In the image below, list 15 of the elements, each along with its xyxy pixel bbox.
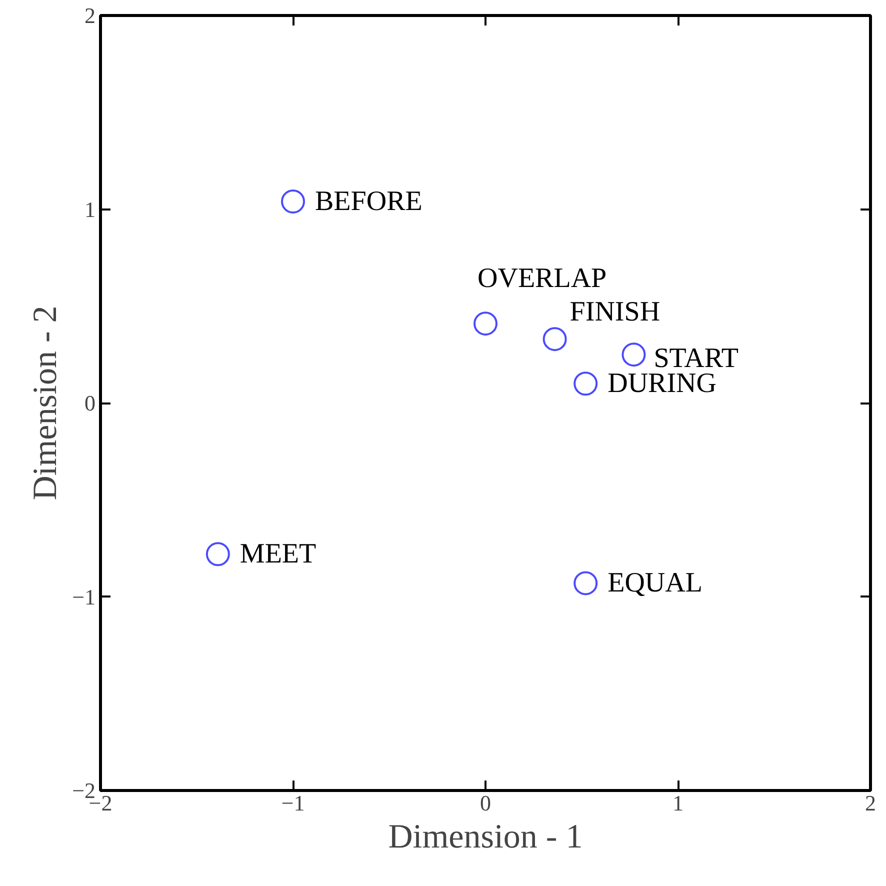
annotation: OVERLAP	[478, 263, 607, 294]
y-tick-label: 0	[84, 390, 96, 416]
x-tick-label: −1	[281, 790, 305, 816]
y-axis-title: Dimension - 2	[27, 306, 64, 500]
x-tick-label: 1	[672, 790, 684, 816]
x-tick-label: 2	[865, 790, 876, 816]
annotation: FINISH	[570, 296, 660, 328]
annotation: EQUAL	[608, 568, 702, 599]
y-tick-label: 1	[84, 196, 96, 222]
x-tick-label: 0	[480, 790, 491, 816]
x-axis-title: Dimension - 1	[388, 818, 583, 856]
y-tick-label: −1	[72, 584, 96, 610]
annotation: BEFORE	[315, 186, 422, 217]
annotation: MEET	[240, 538, 316, 570]
y-tick-label: 2	[84, 3, 96, 28]
